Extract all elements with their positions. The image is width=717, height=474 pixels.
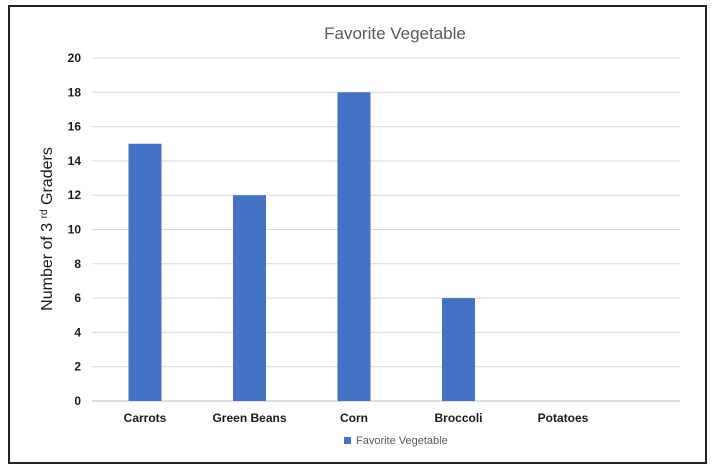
bar-broccoli xyxy=(442,298,475,401)
category-label-corn: Corn xyxy=(340,411,368,425)
y-tick-label: 6 xyxy=(74,291,81,305)
bar-carrots xyxy=(128,143,162,401)
y-tick-label: 8 xyxy=(74,257,81,271)
bars xyxy=(128,92,475,402)
gridlines xyxy=(92,57,680,402)
legend-label: Favorite Vegetable xyxy=(356,435,448,447)
category-labels: Carrots Green Beans Corn Broccoli Potatoes xyxy=(124,411,589,425)
bar-green-beans xyxy=(233,195,266,401)
y-tick-label: 2 xyxy=(74,360,81,374)
category-label-green-beans: Green Beans xyxy=(212,411,286,425)
legend: Favorite Vegetable xyxy=(344,435,448,447)
y-tick-label: 14 xyxy=(68,154,82,168)
y-axis-label-main: Number of 3 xyxy=(39,223,56,311)
y-tick-label: 10 xyxy=(68,223,82,237)
y-tick-label: 12 xyxy=(68,188,82,202)
y-tick-label: 18 xyxy=(68,85,82,99)
y-tick-label: 4 xyxy=(74,325,81,339)
category-label-potatoes: Potatoes xyxy=(538,411,589,425)
category-label-carrots: Carrots xyxy=(124,411,167,425)
chart-title: Favorite Vegetable xyxy=(324,24,466,43)
y-tick-labels: 0 2 4 6 8 10 12 14 16 18 20 xyxy=(68,51,82,408)
category-label-broccoli: Broccoli xyxy=(434,411,482,425)
legend-swatch xyxy=(344,437,351,444)
y-axis-label-rest: Graders xyxy=(39,147,56,209)
y-tick-label: 16 xyxy=(68,120,82,134)
y-tick-label: 0 xyxy=(74,394,81,408)
bar-corn xyxy=(337,92,371,402)
y-axis-label: Number of 3 rd Graders xyxy=(39,147,57,311)
y-axis-label-superscript: rd xyxy=(39,209,50,218)
y-tick-label: 20 xyxy=(68,51,82,65)
